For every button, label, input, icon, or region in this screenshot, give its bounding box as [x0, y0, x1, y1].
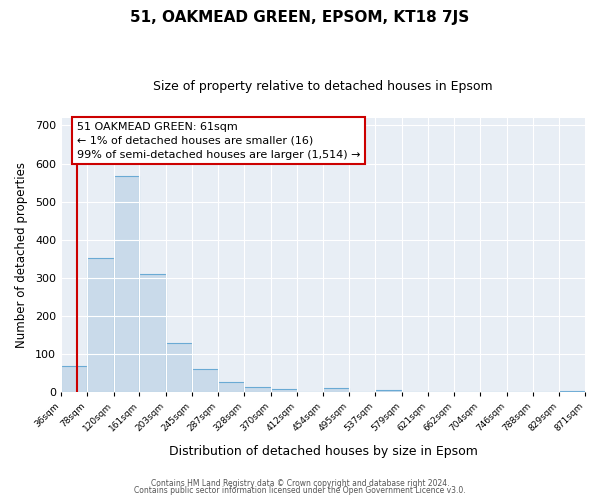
- Bar: [139, 274, 166, 392]
- Bar: [61, 366, 87, 392]
- Bar: [559, 391, 585, 392]
- Bar: [323, 388, 349, 392]
- Bar: [376, 390, 402, 392]
- Bar: [166, 342, 192, 392]
- Title: Size of property relative to detached houses in Epsom: Size of property relative to detached ho…: [153, 80, 493, 93]
- Y-axis label: Number of detached properties: Number of detached properties: [15, 162, 28, 348]
- Bar: [271, 389, 297, 392]
- Text: Contains HM Land Registry data © Crown copyright and database right 2024.: Contains HM Land Registry data © Crown c…: [151, 478, 449, 488]
- Bar: [218, 382, 244, 392]
- Bar: [113, 176, 139, 392]
- X-axis label: Distribution of detached houses by size in Epsom: Distribution of detached houses by size …: [169, 444, 478, 458]
- Text: 51 OAKMEAD GREEN: 61sqm
← 1% of detached houses are smaller (16)
99% of semi-det: 51 OAKMEAD GREEN: 61sqm ← 1% of detached…: [77, 122, 360, 160]
- Text: 51, OAKMEAD GREEN, EPSOM, KT18 7JS: 51, OAKMEAD GREEN, EPSOM, KT18 7JS: [130, 10, 470, 25]
- Bar: [244, 387, 271, 392]
- Text: Contains public sector information licensed under the Open Government Licence v3: Contains public sector information licen…: [134, 486, 466, 495]
- Bar: [87, 258, 113, 392]
- Bar: [192, 370, 218, 392]
